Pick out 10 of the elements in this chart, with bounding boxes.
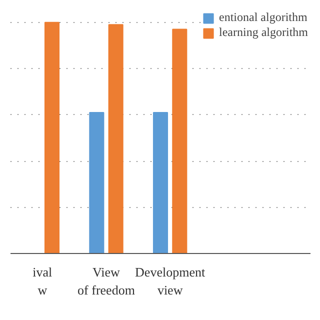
legend-label: learning algorithm [219,25,308,40]
x-tick-label: ival w [32,264,53,298]
bar [44,22,60,254]
bar [108,24,124,254]
bar [152,112,168,254]
bar [172,28,188,254]
legend-label: entional algorithm [219,10,308,25]
x-tick-label: View of freedom [78,264,135,298]
bar [89,112,104,254]
x-tick-label: Development view [135,264,206,298]
